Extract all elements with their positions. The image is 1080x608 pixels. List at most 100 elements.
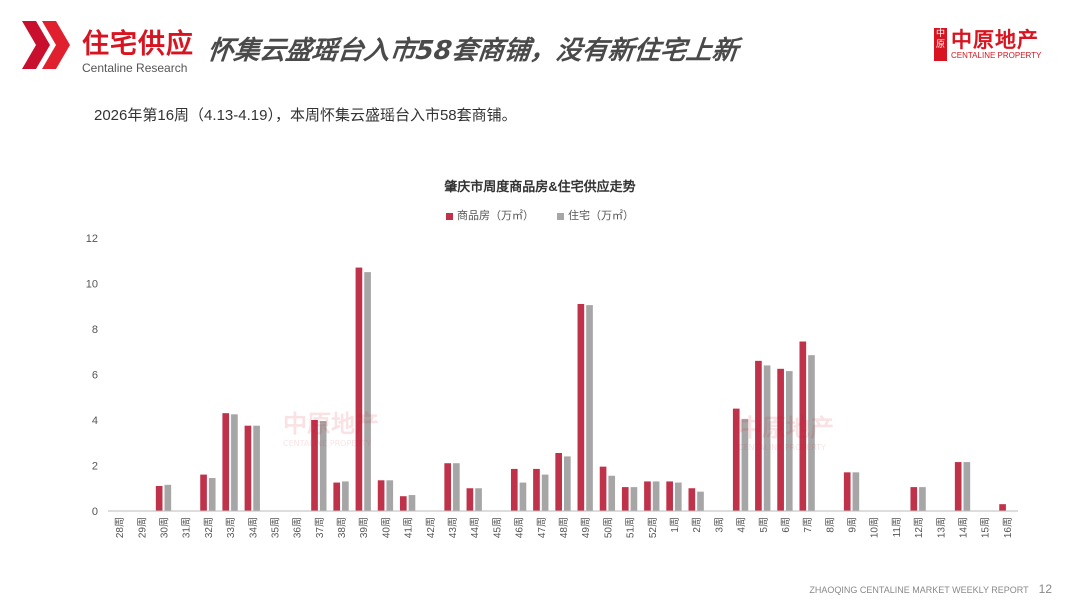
x-tick-label: 41周 — [403, 517, 415, 538]
x-tick-label: 42周 — [425, 517, 437, 538]
x-tick-label: 45周 — [491, 517, 503, 538]
bar-commercial — [599, 466, 607, 511]
bar-commercial — [466, 488, 474, 511]
bar-commercial — [200, 474, 207, 511]
legend-item-residential: 住宅（万㎡） — [557, 210, 634, 222]
bar-residential — [963, 462, 971, 511]
chevron-logo-icon — [22, 21, 70, 69]
x-tick-label: 31周 — [181, 517, 193, 538]
bar-residential — [586, 305, 593, 511]
x-tick-label: 12周 — [913, 517, 925, 538]
company-logo: 中原 中原地产 CENTALINE PROPERTY — [934, 28, 1041, 61]
bar-commercial — [533, 468, 540, 511]
bar-residential — [564, 456, 571, 511]
x-tick-label: 37周 — [314, 517, 326, 538]
bar-residential — [630, 487, 638, 511]
bar-residential — [519, 482, 527, 511]
bar-residential — [342, 481, 349, 511]
bar-residential — [652, 481, 660, 511]
bar-commercial — [999, 504, 1006, 511]
bar-residential — [674, 482, 682, 511]
bar-commercial — [688, 488, 696, 511]
x-tick-label: 7周 — [802, 517, 814, 533]
logo-seal-icon: 中原 — [934, 28, 947, 61]
y-tick-label: 10 — [86, 279, 98, 291]
bar-commercial — [355, 267, 363, 511]
bar-commercial — [155, 485, 163, 511]
bar-residential — [919, 487, 926, 511]
bar-residential — [386, 480, 394, 511]
y-tick-label: 4 — [92, 415, 98, 427]
chart-legend: 商品房（万㎡） 住宅（万㎡） — [0, 207, 1080, 223]
x-tick-label: 14周 — [958, 517, 970, 538]
footer: ZHAOQING CENTALINE MARKET WEEKLY REPORT 1… — [809, 582, 1052, 596]
x-tick-label: 13周 — [935, 517, 947, 538]
x-tick-label: 39周 — [358, 517, 370, 538]
x-tick-label: 35周 — [269, 517, 281, 538]
bar-residential — [541, 474, 549, 511]
bar-residential — [608, 475, 616, 511]
x-tick-label: 6周 — [780, 517, 792, 533]
x-tick-label: 29周 — [136, 517, 148, 538]
chart-title: 肇庆市周度商品房&住宅供应走势 — [444, 179, 636, 194]
logo-text-cn: 中原地产 — [951, 27, 1039, 52]
bar-commercial — [555, 452, 562, 511]
bar-commercial — [510, 468, 518, 511]
x-tick-label: 8周 — [824, 517, 836, 533]
bar-residential — [364, 272, 371, 511]
bar-commercial — [843, 472, 851, 511]
section-subtitle: Centaline Research — [82, 61, 188, 75]
x-tick-label: 15周 — [980, 517, 992, 538]
bar-residential — [697, 491, 704, 511]
bar-residential — [852, 472, 860, 511]
y-tick-label: 8 — [92, 324, 98, 336]
x-tick-label: 51周 — [625, 517, 637, 538]
legend-item-commercial: 商品房（万㎡） — [445, 210, 534, 222]
bar-commercial — [777, 368, 784, 511]
bar-residential — [231, 414, 238, 511]
x-tick-label: 1周 — [669, 517, 681, 533]
bar-commercial — [755, 360, 762, 511]
x-tick-label: 16周 — [1002, 517, 1014, 538]
x-tick-label: 2周 — [691, 517, 703, 533]
footer-report-name: ZHAOQING CENTALINE MARKET WEEKLY REPORT — [809, 585, 1029, 595]
bar-residential — [408, 495, 416, 511]
x-tick-label: 4周 — [736, 517, 748, 533]
x-tick-label: 5周 — [758, 517, 770, 533]
legend-label-commercial: 商品房（万㎡） — [456, 210, 534, 222]
bar-commercial — [444, 463, 452, 511]
bar-commercial — [399, 496, 407, 511]
logo-text-en: CENTALINE PROPERTY — [951, 50, 1042, 60]
bar-residential — [164, 484, 172, 511]
page-number: 12 — [1038, 582, 1052, 596]
bar-commercial — [910, 487, 918, 511]
bar-commercial — [621, 487, 629, 511]
bar-residential — [808, 355, 815, 511]
bar-commercial — [377, 480, 385, 511]
y-tick-label: 6 — [92, 370, 98, 382]
x-tick-label: 33周 — [225, 517, 237, 538]
intro-text: 2026年第16周（4.13-4.19），本周怀集云盛瑶台入市58套商铺。 — [94, 107, 517, 124]
x-tick-label: 46周 — [514, 517, 526, 538]
x-tick-label: 32周 — [203, 517, 215, 538]
bar-residential — [741, 418, 749, 511]
y-tick-label: 0 — [92, 506, 98, 518]
bar-commercial — [644, 481, 651, 511]
x-tick-label: 36周 — [292, 517, 304, 538]
bar-commercial — [732, 408, 740, 511]
bar-residential — [763, 365, 771, 511]
bar-residential — [253, 425, 260, 511]
x-tick-label: 38周 — [336, 517, 348, 538]
bar-commercial — [799, 341, 807, 511]
x-tick-label: 49周 — [580, 517, 592, 538]
legend-swatch-commercial — [445, 212, 453, 220]
x-tick-label: 10周 — [869, 517, 881, 538]
bar-residential — [453, 463, 460, 511]
x-tick-label: 44周 — [469, 517, 481, 538]
section-title: 住宅供应 — [82, 29, 194, 60]
y-tick-label: 2 — [92, 461, 98, 473]
bar-commercial — [666, 481, 673, 511]
bar-residential — [208, 478, 216, 511]
x-tick-label: 40周 — [380, 517, 392, 538]
